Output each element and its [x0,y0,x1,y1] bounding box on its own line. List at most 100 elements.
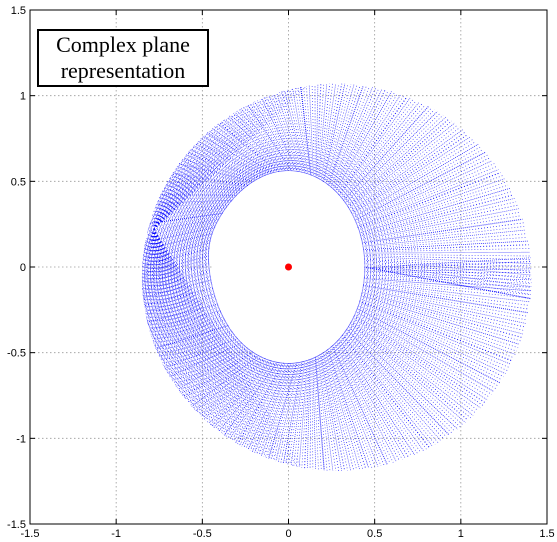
data-ray [333,89,386,191]
data-ray [171,344,244,380]
data-ray [256,362,293,454]
data-ray [153,229,187,400]
data-ray [166,339,240,372]
data-ray [210,359,271,425]
data-ray [196,356,263,413]
data-ray [153,92,280,230]
data-ray [284,90,306,174]
data-ray [327,85,364,186]
data-ray [145,298,217,317]
data-ray [363,258,532,272]
data-ray [170,343,244,379]
data-ray [219,122,280,173]
data-ray [316,84,322,179]
data-ray [361,292,522,339]
data-ray [152,206,227,215]
data-ray [359,191,512,235]
data-ray [331,88,380,189]
data-ray [182,158,257,181]
annotation-box: Complex plane representation [37,29,209,87]
data-ray [347,118,450,208]
data-ray [191,354,260,407]
data-ray [150,212,224,223]
data-ray [142,229,155,264]
data-ray [142,244,210,263]
data-ray [170,176,247,188]
data-ray [243,362,287,448]
data-ray [356,307,501,384]
data-ray [142,248,210,268]
data-ray [153,112,234,230]
data-ray [200,357,266,417]
data-ray [153,117,227,230]
data-ray [343,332,439,443]
data-ray [165,183,243,191]
data-ray [362,286,528,317]
x-tick-label: 1.5 [539,528,554,540]
data-ray [336,340,406,459]
data-ray [142,251,210,270]
data-ray [316,355,331,471]
data-ray [156,326,229,350]
data-ray [344,109,435,203]
data-ray [142,243,210,262]
data-ray [159,331,233,359]
data-ray [351,319,476,414]
data-ray [355,312,492,395]
data-ray [156,200,232,206]
data-ray [325,350,364,470]
data-ray [320,353,346,471]
data-ray [142,265,210,285]
data-ray [362,229,526,247]
data-ray [227,361,280,438]
data-ray [341,103,423,200]
data-ray [337,95,405,195]
data-ray [236,110,288,172]
data-ray [167,341,241,375]
data-ray [331,345,385,466]
data-ray [332,88,383,190]
data-ray [153,229,267,458]
data-ray [153,229,219,432]
data-ray [157,327,231,353]
data-ray [364,257,531,269]
data-ray [210,129,275,174]
data-ray [360,297,517,352]
y-tick-label: 0 [20,262,26,274]
data-ray [251,362,291,452]
data-ray [161,192,238,195]
data-ray [155,202,231,208]
data-ray [348,122,455,210]
data-ray [141,256,210,276]
data-ray [147,304,219,324]
data-ray [364,266,531,300]
data-ray [306,86,313,177]
data-ray [202,358,267,419]
data-ray [333,343,394,463]
data-ray [141,254,210,274]
data-ray [363,275,532,284]
data-ray [195,143,266,177]
data-ray [273,93,303,173]
x-tick-label: 1 [458,528,464,540]
data-ray [148,309,221,329]
data-ray [163,337,238,368]
data-ray [339,97,411,197]
data-ray [258,362,294,455]
data-ray [153,229,276,462]
data-ray [349,322,469,421]
data-ray [359,188,510,234]
axes-frame [29,9,548,525]
data-ray [146,220,219,235]
data-ray [290,360,306,466]
data-ray [153,229,192,407]
data-ray [141,258,210,278]
data-ray [362,222,524,245]
data-ray [153,229,280,463]
data-ray [147,229,155,323]
data-ray [141,229,155,278]
data-ray [162,190,240,194]
data-ray [280,361,302,463]
data-ray [150,210,225,220]
data-ray [254,362,292,453]
